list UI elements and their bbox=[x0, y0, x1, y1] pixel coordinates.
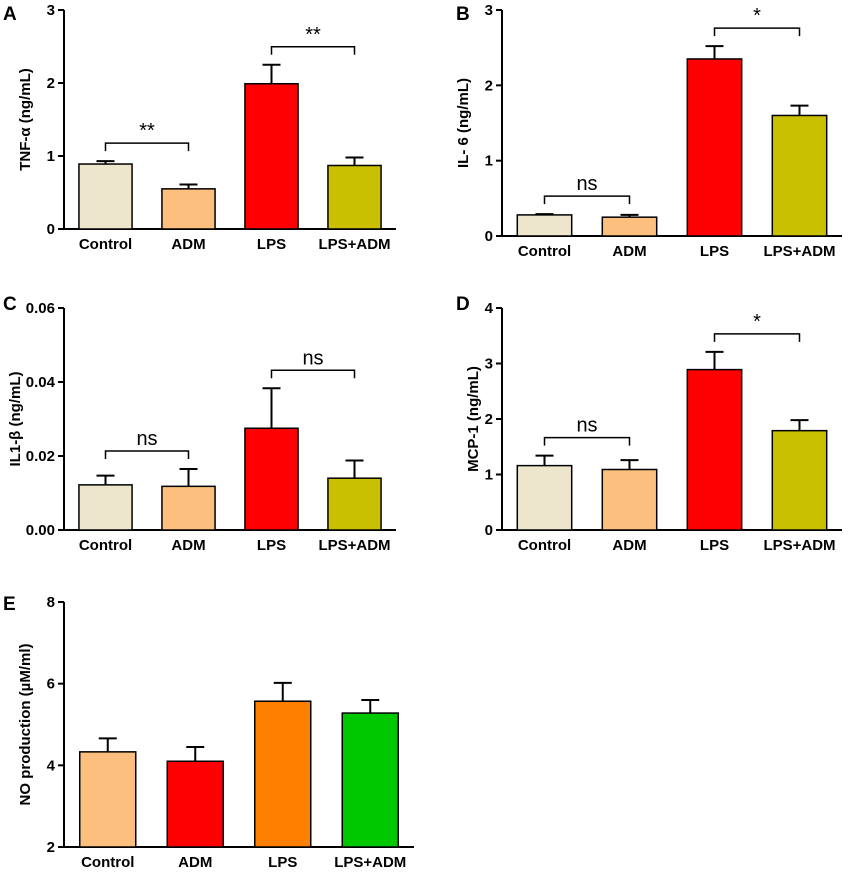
y-axis-label-e: NO production (µM/ml) bbox=[17, 644, 34, 806]
significance-label-a-0: ** bbox=[139, 120, 155, 142]
y-tick-label-c: 0.00 bbox=[26, 522, 55, 539]
category-label-d-3: LPS+ADM bbox=[763, 537, 835, 554]
panel-letter-e: E bbox=[3, 594, 16, 615]
significance-bracket-a-0 bbox=[104, 142, 190, 152]
bar-a-2 bbox=[244, 82, 299, 230]
significance-label-a-1: ** bbox=[305, 24, 321, 46]
bar-b-0 bbox=[516, 214, 573, 237]
bar-d-0 bbox=[516, 464, 573, 531]
y-tick-label-d: 2 bbox=[485, 411, 493, 428]
panel-d: D 0 1 2 3 4 MCP-1 (ng/mL) Control ADM LPS LPS+ADM n… bbox=[456, 294, 842, 554]
significance-label-c-0: ns bbox=[136, 428, 157, 450]
y-tick-label-e: 4 bbox=[47, 757, 56, 774]
bar-c-2 bbox=[244, 427, 299, 531]
category-label-e-3: LPS+ADM bbox=[334, 854, 406, 871]
y-tick-label-e: 6 bbox=[47, 676, 55, 693]
y-tick-label-b: 0 bbox=[485, 228, 493, 245]
panel-letter-a: A bbox=[3, 4, 17, 25]
category-label-b-1: ADM bbox=[612, 243, 646, 260]
y-axis-label-c: IL1-β (ng/mL) bbox=[7, 372, 24, 467]
significance-bracket-b-0 bbox=[543, 195, 631, 205]
y-tick-label-c: 0.04 bbox=[26, 374, 56, 391]
y-tick-label-e: 2 bbox=[47, 839, 55, 856]
y-tick-label-a: 2 bbox=[47, 75, 55, 92]
bar-c-1 bbox=[161, 485, 216, 531]
panel-letter-c: C bbox=[3, 294, 17, 315]
bar-b-3 bbox=[771, 114, 828, 237]
panel-c: C 0.00 0.02 0.04 0.06 IL1-β (ng/mL) Control ADM… bbox=[3, 294, 396, 554]
panel-letter-b: B bbox=[456, 4, 470, 25]
bar-d-1 bbox=[601, 468, 658, 531]
panel-letter-d: D bbox=[456, 294, 470, 315]
category-label-a-1: ADM bbox=[171, 236, 205, 253]
bar-e-1 bbox=[166, 760, 224, 848]
bar-a-3 bbox=[327, 164, 382, 230]
y-axis-label-a: TNF-α (ng/mL) bbox=[17, 68, 34, 171]
bar-b-2 bbox=[686, 58, 743, 237]
significance-label-c-1: ns bbox=[302, 347, 323, 369]
category-label-a-3: LPS+ADM bbox=[318, 236, 390, 253]
significance-bracket-d-1 bbox=[713, 333, 801, 342]
y-tick-label-d: 1 bbox=[485, 467, 493, 484]
category-label-d-2: LPS bbox=[700, 537, 729, 554]
significance-bracket-a-1 bbox=[270, 46, 356, 55]
category-label-c-2: LPS bbox=[257, 537, 286, 554]
significance-bracket-d-0 bbox=[543, 436, 631, 446]
panel-a: A 0 1 2 3 TNF-α (ng/mL) Control ADM LPS LPS+ADM **… bbox=[3, 2, 396, 253]
y-tick-label-a: 3 bbox=[47, 2, 55, 19]
significance-label-d-0: ns bbox=[576, 415, 597, 437]
y-tick-label-b: 2 bbox=[485, 77, 493, 94]
category-label-a-2: LPS bbox=[257, 236, 286, 253]
category-label-e-2: LPS bbox=[268, 854, 297, 871]
category-label-d-0: Control bbox=[518, 537, 571, 554]
category-label-e-0: Control bbox=[81, 854, 134, 871]
category-label-c-3: LPS+ADM bbox=[318, 537, 390, 554]
category-label-b-2: LPS bbox=[700, 243, 729, 260]
significance-label-b-0: ns bbox=[576, 173, 597, 195]
significance-bracket-c-1 bbox=[270, 369, 356, 379]
bar-d-3 bbox=[771, 429, 828, 531]
bar-a-1 bbox=[161, 188, 216, 230]
y-tick-label-e: 8 bbox=[47, 594, 55, 611]
bar-c-3 bbox=[327, 477, 382, 531]
category-label-d-1: ADM bbox=[612, 537, 646, 554]
category-label-b-0: Control bbox=[518, 243, 571, 260]
y-tick-label-a: 0 bbox=[47, 221, 55, 238]
significance-bracket-c-0 bbox=[104, 450, 190, 459]
bar-d-2 bbox=[686, 368, 743, 531]
significance-bracket-b-1 bbox=[713, 27, 801, 37]
significance-label-b-1: * bbox=[753, 5, 761, 27]
y-tick-label-d: 3 bbox=[485, 356, 493, 373]
bar-e-3 bbox=[341, 712, 399, 848]
y-tick-label-c: 0.02 bbox=[26, 448, 55, 465]
y-axis-label-b: IL- 6 (ng/mL) bbox=[455, 78, 472, 168]
category-label-e-1: ADM bbox=[178, 854, 212, 871]
panel-b: B 0 1 2 3 IL- 6 (ng/mL) Control ADM LPS LPS+ADM ns… bbox=[455, 2, 842, 260]
bar-e-0 bbox=[79, 751, 137, 848]
y-axis-label-d: MCP-1 (ng/mL) bbox=[465, 366, 482, 472]
significance-label-d-1: * bbox=[753, 311, 761, 333]
y-tick-label-c: 0.06 bbox=[26, 300, 55, 317]
category-label-b-3: LPS+ADM bbox=[763, 243, 835, 260]
category-label-c-1: ADM bbox=[171, 537, 205, 554]
y-tick-label-b: 3 bbox=[485, 2, 493, 19]
y-tick-label-d: 0 bbox=[485, 522, 493, 539]
category-label-c-0: Control bbox=[79, 537, 132, 554]
panel-e: E 2 4 6 8 NO production (µM/ml) Control ADM LPS L… bbox=[3, 594, 414, 871]
y-tick-label-b: 1 bbox=[485, 153, 493, 170]
y-tick-label-d: 4 bbox=[485, 300, 494, 317]
bar-e-2 bbox=[254, 700, 312, 848]
y-tick-label-a: 1 bbox=[47, 148, 55, 165]
bar-a-0 bbox=[78, 163, 133, 230]
bar-b-1 bbox=[601, 216, 658, 237]
category-label-a-0: Control bbox=[79, 236, 132, 253]
bar-c-0 bbox=[78, 484, 133, 531]
